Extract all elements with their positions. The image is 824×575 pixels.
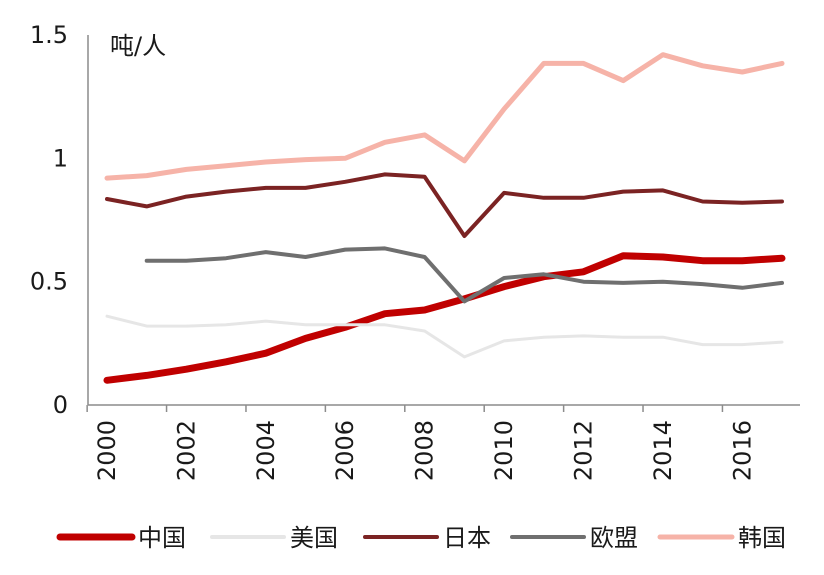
x-tick-label: 2004 xyxy=(252,420,280,481)
x-tick-labels: 2000 2002 2004 2006 2008 2010 2012 2014 2016 xyxy=(86,405,756,481)
x-tick-label: 2000 xyxy=(93,420,121,481)
x-tick-label: 2012 xyxy=(569,420,597,481)
legend-label: 中国 xyxy=(138,524,186,552)
x-tick-label: 2008 xyxy=(411,420,439,481)
legend-label: 韩国 xyxy=(738,524,786,552)
x-tick-label: 2006 xyxy=(331,420,359,481)
legend-label: 欧盟 xyxy=(590,524,638,552)
series-line-3 xyxy=(144,246,784,304)
series-line-4 xyxy=(104,52,785,181)
series-line-1 xyxy=(105,314,784,359)
x-tick-label: 2016 xyxy=(728,420,756,481)
y-tick-labels: 0 0.5 1 1.5 xyxy=(30,21,68,419)
x-tick-label: 2010 xyxy=(490,420,518,481)
x-tick-label: 2002 xyxy=(172,420,200,481)
legend-label: 日本 xyxy=(443,524,491,552)
series-line-2 xyxy=(105,172,784,238)
axes xyxy=(87,35,800,406)
y-tick-label: 1.5 xyxy=(30,21,68,49)
series-line-0 xyxy=(103,252,786,384)
unit-label: 吨/人 xyxy=(110,32,166,60)
series-layer xyxy=(103,52,786,384)
legend-label: 美国 xyxy=(290,524,338,552)
y-tick-label: 0 xyxy=(53,391,68,419)
y-tick-label: 0.5 xyxy=(30,268,68,296)
x-tick-label: 2014 xyxy=(649,420,677,481)
y-tick-label: 1 xyxy=(53,144,68,172)
legend: 中国 美国 日本 欧盟 韩国 xyxy=(56,524,786,552)
